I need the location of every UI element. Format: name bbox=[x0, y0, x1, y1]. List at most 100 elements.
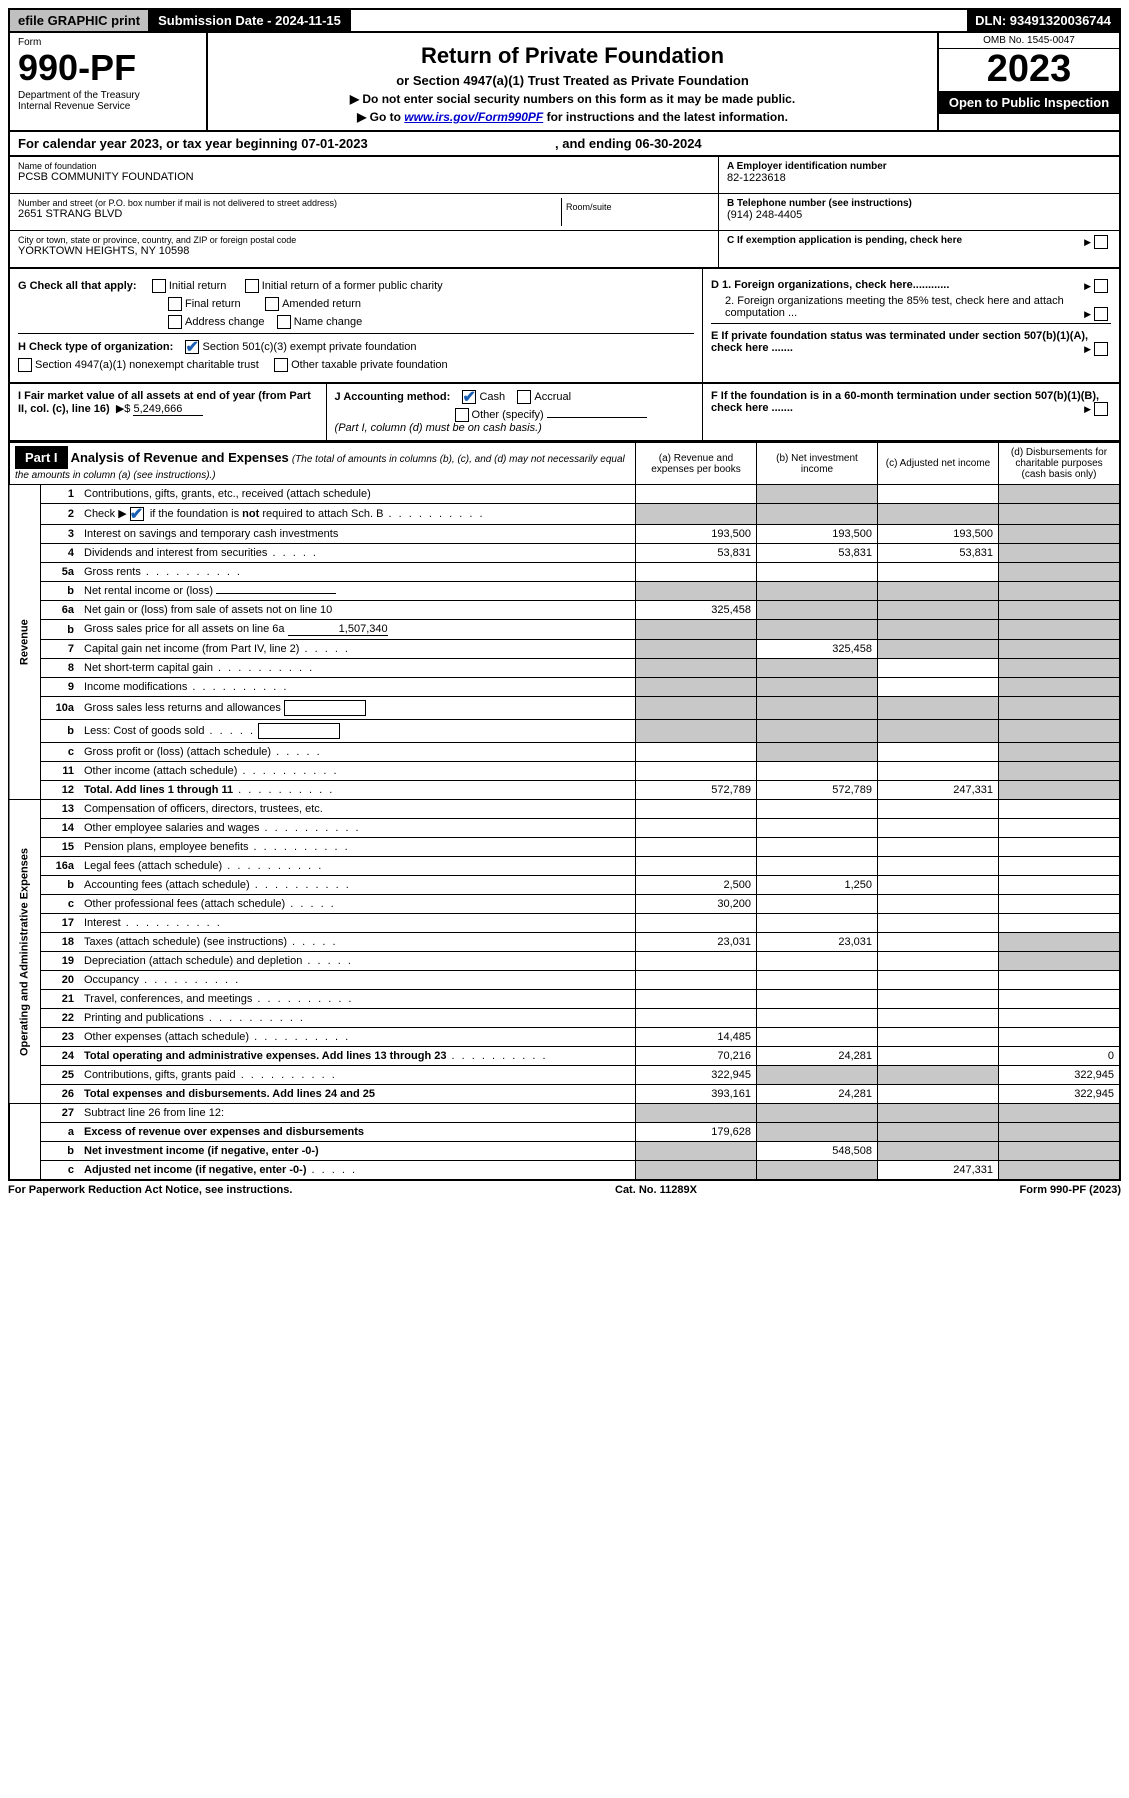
g-opt-0: Initial return bbox=[169, 280, 226, 292]
form-header: Form 990-PF Department of the Treasury I… bbox=[8, 33, 1121, 132]
line-15: Pension plans, employee benefits bbox=[79, 838, 636, 857]
line-11: Other income (attach schedule) bbox=[79, 762, 636, 781]
r4-b: 53,831 bbox=[757, 544, 878, 563]
g-amended-return[interactable] bbox=[265, 297, 279, 311]
d1-checkbox[interactable] bbox=[1094, 279, 1108, 293]
line-10a: Gross sales less returns and allowances bbox=[79, 697, 636, 720]
line-24: Total operating and administrative expen… bbox=[79, 1047, 636, 1066]
street-label: Number and street (or P.O. box number if… bbox=[18, 198, 561, 208]
g-opt-3: Initial return of a former public charit… bbox=[262, 280, 443, 292]
r27c-c: 247,331 bbox=[878, 1161, 999, 1181]
col-a-header: (a) Revenue and expenses per books bbox=[636, 443, 757, 485]
h-opt-2: Section 4947(a)(1) nonexempt charitable … bbox=[35, 359, 259, 371]
efile-print-button[interactable]: efile GRAPHIC print bbox=[10, 10, 150, 31]
g-final-return[interactable] bbox=[168, 297, 182, 311]
i-fmv-value: 5,249,666 bbox=[133, 403, 203, 416]
r25-d: 322,945 bbox=[999, 1066, 1121, 1085]
line-9: Income modifications bbox=[79, 678, 636, 697]
line-18: Taxes (attach schedule) (see instruction… bbox=[79, 933, 636, 952]
dept-line1: Department of the Treasury bbox=[18, 90, 198, 101]
j-other[interactable] bbox=[455, 408, 469, 422]
line-27c: Adjusted net income (if negative, enter … bbox=[79, 1161, 636, 1181]
r4-a: 53,831 bbox=[636, 544, 757, 563]
line-16a: Legal fees (attach schedule) bbox=[79, 857, 636, 876]
d2-checkbox[interactable] bbox=[1094, 307, 1108, 321]
h-4947[interactable] bbox=[18, 358, 32, 372]
instr2-pre: ▶ Go to bbox=[357, 110, 404, 124]
j-cash-label: Cash bbox=[479, 391, 505, 403]
footer-right: Form 990-PF (2023) bbox=[1020, 1184, 1121, 1196]
line-20: Occupancy bbox=[79, 971, 636, 990]
line-1: Contributions, gifts, grants, etc., rece… bbox=[79, 485, 636, 504]
city-value: YORKTOWN HEIGHTS, NY 10598 bbox=[18, 245, 710, 257]
r18-b: 23,031 bbox=[757, 933, 878, 952]
city-label: City or town, state or province, country… bbox=[18, 235, 710, 245]
r16b-a: 2,500 bbox=[636, 876, 757, 895]
c-checkbox[interactable] bbox=[1094, 235, 1108, 249]
f-checkbox[interactable] bbox=[1094, 402, 1108, 416]
h-501c3[interactable] bbox=[185, 340, 199, 354]
irs-link[interactable]: www.irs.gov/Form990PF bbox=[404, 110, 543, 124]
dept-line2: Internal Revenue Service bbox=[18, 101, 198, 112]
r23-a: 14,485 bbox=[636, 1028, 757, 1047]
g-opt-2: Address change bbox=[185, 316, 265, 328]
r3-a: 193,500 bbox=[636, 525, 757, 544]
r6a-a: 325,458 bbox=[636, 601, 757, 620]
g-opt-4: Amended return bbox=[282, 298, 361, 310]
line-10b: Less: Cost of goods sold bbox=[79, 720, 636, 743]
d1-label: D 1. Foreign organizations, check here..… bbox=[711, 279, 949, 291]
r18-a: 23,031 bbox=[636, 933, 757, 952]
g-address-change[interactable] bbox=[168, 315, 182, 329]
e-checkbox[interactable] bbox=[1094, 342, 1108, 356]
instr-2: ▶ Go to www.irs.gov/Form990PF for instru… bbox=[220, 110, 925, 124]
line-16c: Other professional fees (attach schedule… bbox=[79, 895, 636, 914]
entity-info: Name of foundation PCSB COMMUNITY FOUNDA… bbox=[8, 157, 1121, 269]
r12-c: 247,331 bbox=[878, 781, 999, 800]
r24-a: 70,216 bbox=[636, 1047, 757, 1066]
name-label: Name of foundation bbox=[18, 161, 710, 171]
omb-number: OMB No. 1545-0047 bbox=[939, 33, 1119, 49]
r27a-a: 179,628 bbox=[636, 1123, 757, 1142]
part1-table: Part I Analysis of Revenue and Expenses … bbox=[8, 442, 1121, 1181]
header-center: Return of Private Foundation or Section … bbox=[208, 33, 937, 130]
h-label: H Check type of organization: bbox=[18, 341, 173, 353]
g-opt-5: Name change bbox=[294, 316, 363, 328]
j-accrual[interactable] bbox=[517, 390, 531, 404]
j-cash[interactable] bbox=[462, 390, 476, 404]
e-label: E If private foundation status was termi… bbox=[711, 330, 1088, 354]
line-2: Check ▶ if the foundation is not require… bbox=[79, 504, 636, 525]
street-value: 2651 STRANG BLVD bbox=[18, 208, 561, 220]
cal-begin: 07-01-2023 bbox=[301, 136, 368, 151]
g-initial-former[interactable] bbox=[245, 279, 259, 293]
col-c-header: (c) Adjusted net income bbox=[878, 443, 999, 485]
r25-a: 322,945 bbox=[636, 1066, 757, 1085]
form-title: Return of Private Foundation bbox=[220, 43, 925, 69]
dln-label: DLN: 93491320036744 bbox=[967, 10, 1119, 31]
g-d-row: G Check all that apply: Initial return I… bbox=[8, 269, 1121, 384]
header-right: OMB No. 1545-0047 2023 Open to Public In… bbox=[937, 33, 1119, 130]
line-25: Contributions, gifts, grants paid bbox=[79, 1066, 636, 1085]
f-label: F If the foundation is in a 60-month ter… bbox=[711, 390, 1099, 414]
i-j-f-row: I Fair market value of all assets at end… bbox=[8, 384, 1121, 442]
r16c-a: 30,200 bbox=[636, 895, 757, 914]
line-21: Travel, conferences, and meetings bbox=[79, 990, 636, 1009]
open-inspection: Open to Public Inspection bbox=[939, 91, 1119, 114]
top-bar: efile GRAPHIC print Submission Date - 20… bbox=[8, 8, 1121, 33]
g-initial-return[interactable] bbox=[152, 279, 166, 293]
footer-mid: Cat. No. 11289X bbox=[615, 1184, 697, 1196]
line-3: Interest on savings and temporary cash i… bbox=[79, 525, 636, 544]
revenue-side-label: Revenue bbox=[9, 485, 41, 800]
line-23: Other expenses (attach schedule) bbox=[79, 1028, 636, 1047]
h-other-taxable[interactable] bbox=[274, 358, 288, 372]
calendar-year-row: For calendar year 2023, or tax year begi… bbox=[8, 132, 1121, 157]
line-6b: Gross sales price for all assets on line… bbox=[79, 620, 636, 640]
line-22: Printing and publications bbox=[79, 1009, 636, 1028]
phone-value: (914) 248-4405 bbox=[727, 209, 1111, 221]
footer: For Paperwork Reduction Act Notice, see … bbox=[8, 1181, 1121, 1196]
line-12: Total. Add lines 1 through 11 bbox=[79, 781, 636, 800]
col-d-header: (d) Disbursements for charitable purpose… bbox=[999, 443, 1121, 485]
h-opt-3: Other taxable private foundation bbox=[291, 359, 448, 371]
schb-checkbox[interactable] bbox=[130, 507, 144, 521]
j-label: J Accounting method: bbox=[335, 391, 451, 403]
g-name-change[interactable] bbox=[277, 315, 291, 329]
